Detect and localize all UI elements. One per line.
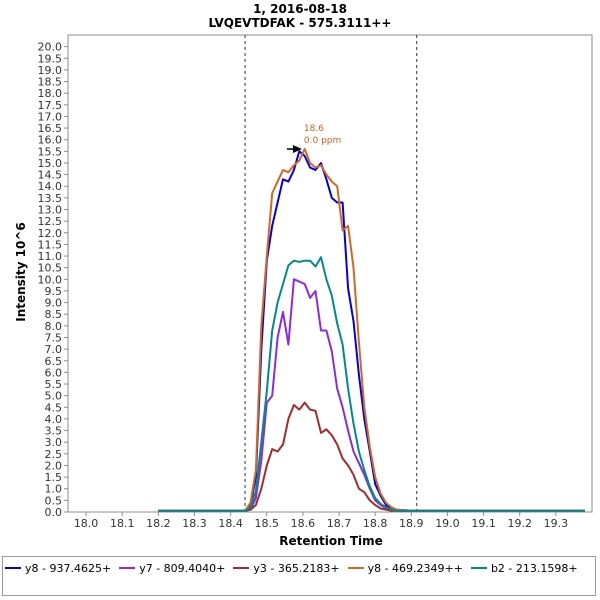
- peak-ppm-label: 0.0 ppm: [304, 136, 341, 146]
- y-tick-label: 8.0: [45, 320, 63, 333]
- x-tick-label: 18.0: [74, 517, 99, 530]
- legend-item[interactable]: y7 - 809.4040+: [119, 559, 225, 577]
- legend-item[interactable]: y8 - 469.2349++: [347, 559, 463, 577]
- y-tick-label: 3.0: [45, 436, 63, 449]
- y-tick-label: 12.5: [38, 215, 63, 228]
- y-tick-label: 10.5: [38, 262, 63, 275]
- y-tick-label: 9.5: [45, 285, 63, 298]
- y-tick-label: 18.0: [38, 87, 63, 100]
- y-tick-label: 4.5: [45, 401, 63, 414]
- y-tick-label: 17.5: [38, 99, 63, 112]
- x-tick-label: 19.1: [471, 517, 496, 530]
- legend-label: y8 - 469.2349++: [367, 561, 463, 575]
- x-tick-label: 18.5: [255, 517, 280, 530]
- legend-swatch: [119, 567, 136, 569]
- y-tick-label: 3.5: [45, 425, 63, 438]
- y-tick-label: 19.0: [38, 64, 63, 77]
- y-tick-label: 1.5: [45, 471, 63, 484]
- y-tick-label: 16.5: [38, 122, 63, 135]
- legend-swatch: [5, 567, 21, 569]
- x-axis-label: Retention Time: [279, 534, 383, 548]
- legend-item[interactable]: y3 - 365.2183+: [233, 559, 340, 577]
- y-tick-label: 15.5: [38, 145, 63, 158]
- x-tick-label: 18.3: [182, 517, 207, 530]
- y-tick-label: 13.5: [38, 192, 63, 205]
- y-tick-label: 6.5: [45, 355, 63, 368]
- legend-swatch: [347, 567, 364, 569]
- peak-retention-time-label: 18.6: [304, 124, 324, 134]
- chromatogram-chart: 1, 2016-08-18 LVQEVTDFAK - 575.3111++ 0.…: [14, 2, 593, 548]
- legend-label: y3 - 365.2183+: [253, 561, 340, 575]
- chart-subtitle: LVQEVTDFAK - 575.3111++: [209, 16, 392, 30]
- y-axis-label: Intensity 10^6: [14, 222, 28, 322]
- y-tick-label: 1.0: [45, 483, 63, 496]
- legend-swatch: [470, 567, 487, 569]
- y-tick-label: 6.0: [45, 366, 63, 379]
- y-tick-label: 10.0: [38, 273, 63, 286]
- series-line-y3-3652183: [158, 401, 585, 512]
- x-tick-label: 19.3: [544, 517, 569, 530]
- y-tick-label: 8.5: [45, 308, 63, 321]
- x-tick-label: 18.8: [363, 517, 388, 530]
- y-tick-label: 4.0: [45, 413, 63, 426]
- y-tick-label: 0.0: [45, 506, 63, 519]
- legend-item[interactable]: b2 - 213.1598+: [470, 559, 578, 577]
- x-tick-label: 18.6: [291, 517, 316, 530]
- y-tick-label: 11.0: [38, 250, 63, 263]
- y-tick-label: 12.0: [38, 227, 63, 240]
- x-tick-label: 18.1: [110, 517, 135, 530]
- y-tick-label: 5.5: [45, 378, 63, 391]
- plot-area[interactable]: 0.00.51.01.52.02.53.03.54.04.55.05.56.06…: [38, 34, 593, 530]
- legend-label: b2 - 213.1598+: [490, 561, 578, 575]
- plot-frame: [67, 34, 593, 513]
- y-tick-label: 14.5: [38, 169, 63, 182]
- legend-item[interactable]: y8 - 937.4625+: [5, 559, 111, 577]
- y-tick-label: 5.0: [45, 390, 63, 403]
- x-tick-label: 18.9: [399, 517, 424, 530]
- y-tick-label: 16.0: [38, 134, 63, 147]
- y-tick-label: 9.0: [45, 297, 63, 310]
- legend-label: y8 - 937.4625+: [25, 561, 112, 575]
- y-tick-label: 13.0: [38, 204, 63, 217]
- legend: y8 - 937.4625+ y7 - 809.4040+ y3 - 365.218…: [2, 556, 596, 596]
- chart-title: 1, 2016-08-18: [253, 2, 347, 16]
- y-tick-label: 18.5: [38, 76, 63, 89]
- y-tick-label: 0.5: [45, 494, 63, 507]
- y-tick-label: 2.5: [45, 448, 63, 461]
- y-tick-label: 15.0: [38, 157, 63, 170]
- y-tick-label: 19.5: [38, 52, 63, 65]
- x-tick-label: 19.0: [435, 517, 460, 530]
- y-tick-label: 7.5: [45, 331, 63, 344]
- y-tick-label: 11.5: [38, 238, 63, 251]
- legend-label: y7 - 809.4040+: [139, 561, 226, 575]
- y-tick-label: 2.0: [45, 459, 63, 472]
- y-tick-label: 20.0: [38, 41, 63, 54]
- x-tick-label: 18.4: [218, 517, 243, 530]
- series-line-y8-9374625: [158, 150, 585, 512]
- y-tick-label: 17.0: [38, 110, 63, 123]
- series-line-b2-2131598: [158, 256, 585, 512]
- x-tick-label: 18.7: [327, 517, 352, 530]
- x-tick-label: 19.2: [507, 517, 532, 530]
- y-tick-label: 14.0: [38, 180, 63, 193]
- series-line-y8-4692349: [158, 148, 585, 512]
- x-tick-label: 18.2: [146, 517, 171, 530]
- y-tick-label: 7.0: [45, 343, 63, 356]
- legend-swatch: [233, 567, 250, 569]
